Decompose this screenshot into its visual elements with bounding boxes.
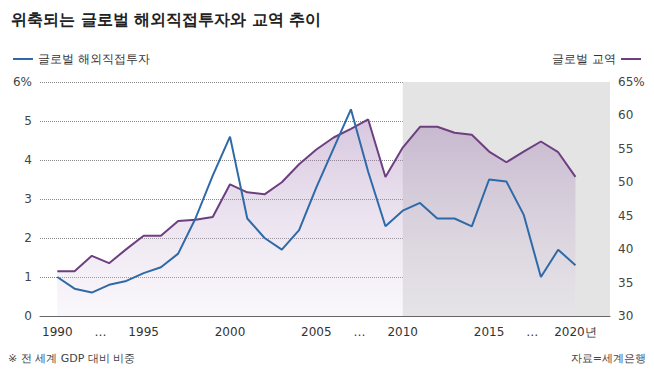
svg-text:5: 5 — [24, 114, 32, 128]
svg-text:55: 55 — [618, 142, 633, 156]
svg-text:2000: 2000 — [215, 325, 246, 339]
svg-text:※ 전 세계 GDP 대비 비중: ※ 전 세계 GDP 대비 비중 — [8, 352, 135, 365]
svg-text:35: 35 — [618, 276, 633, 290]
svg-text:2: 2 — [24, 231, 32, 245]
svg-text:1990: 1990 — [42, 325, 73, 339]
svg-text:40: 40 — [618, 242, 633, 256]
svg-text:위축되는 글로벌 해외직접투자와 교역 추이: 위축되는 글로벌 해외직접투자와 교역 추이 — [11, 10, 321, 29]
svg-text:1: 1 — [24, 270, 32, 284]
svg-text:65%: 65% — [618, 75, 645, 89]
svg-text:자료=세계은행: 자료=세계은행 — [571, 352, 646, 365]
svg-text:60: 60 — [618, 108, 633, 122]
svg-text:0: 0 — [24, 309, 32, 323]
svg-text:4: 4 — [24, 153, 32, 167]
svg-text:글로벌 해외직접투자: 글로벌 해외직접투자 — [38, 52, 150, 66]
svg-text:…: … — [94, 325, 106, 339]
svg-text:2005: 2005 — [301, 325, 332, 339]
svg-text:45: 45 — [618, 209, 633, 223]
svg-text:3: 3 — [24, 192, 32, 206]
svg-text:1995: 1995 — [128, 325, 159, 339]
svg-text:…: … — [354, 325, 366, 339]
svg-text:2010: 2010 — [387, 325, 418, 339]
svg-text:30: 30 — [618, 309, 633, 323]
svg-text:50: 50 — [618, 175, 633, 189]
svg-text:6%: 6% — [13, 75, 32, 89]
svg-text:…: … — [526, 325, 538, 339]
svg-text:2015: 2015 — [474, 325, 505, 339]
svg-text:글로벌 교역: 글로벌 교역 — [552, 52, 616, 66]
svg-text:2020년: 2020년 — [554, 325, 597, 339]
